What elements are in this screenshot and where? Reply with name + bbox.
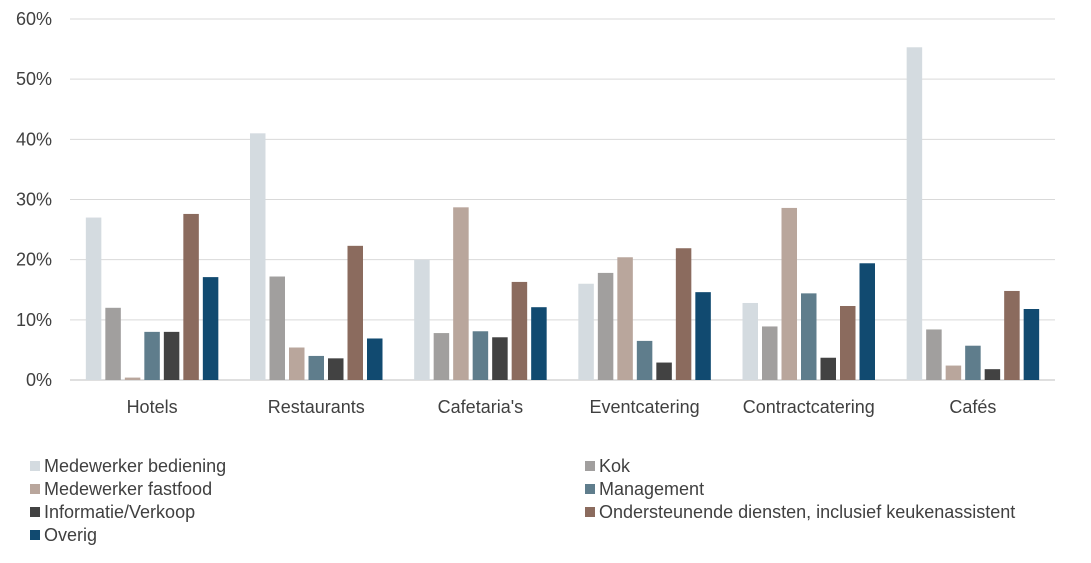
legend-item: Management bbox=[585, 478, 704, 500]
bar bbox=[859, 263, 875, 380]
bar bbox=[163, 331, 180, 380]
bar bbox=[308, 355, 324, 380]
legend-item: Medewerker fastfood bbox=[30, 478, 212, 500]
bar bbox=[85, 217, 102, 380]
bar-chart: 0% 10% 20% 30% 40% 50% 60% Hotels Restaurants Caf… bbox=[16, 9, 1055, 417]
legend-item: Overig bbox=[30, 524, 97, 546]
legend-swatch bbox=[585, 507, 595, 517]
bar bbox=[289, 347, 305, 380]
bar bbox=[597, 272, 614, 380]
bar bbox=[1023, 309, 1040, 380]
legend-item: Ondersteunende diensten, inclusief keuke… bbox=[585, 501, 1015, 523]
legend-swatch bbox=[585, 484, 595, 494]
bar bbox=[840, 305, 856, 380]
legend-item: Kok bbox=[585, 455, 630, 477]
legend-label: Overig bbox=[44, 524, 98, 545]
bar bbox=[269, 276, 285, 380]
bar bbox=[453, 207, 469, 380]
bar bbox=[472, 331, 489, 380]
bar bbox=[762, 326, 778, 380]
bar bbox=[617, 257, 633, 380]
legend-label: Medewerker fastfood bbox=[44, 478, 213, 499]
bar bbox=[945, 365, 962, 380]
y-tick-label: 20% bbox=[16, 250, 52, 270]
bar bbox=[695, 292, 711, 380]
y-tick-label: 50% bbox=[16, 69, 52, 89]
bar bbox=[433, 333, 450, 380]
bar bbox=[742, 302, 758, 380]
y-tick-label: 30% bbox=[16, 190, 52, 210]
bar bbox=[656, 362, 672, 380]
legend-label: Informatie/Verkoop bbox=[44, 501, 196, 522]
bar bbox=[511, 281, 528, 380]
bar bbox=[367, 338, 383, 380]
bar bbox=[984, 369, 1001, 380]
y-tick-label: 60% bbox=[16, 9, 52, 29]
x-tick-label: Eventcatering bbox=[590, 397, 700, 417]
legend-item: Informatie/Verkoop bbox=[30, 501, 195, 523]
bar bbox=[636, 340, 653, 380]
bar bbox=[144, 331, 160, 380]
bar bbox=[675, 248, 692, 380]
y-tick-label: 40% bbox=[16, 129, 52, 149]
bar bbox=[347, 245, 363, 380]
y-tick-label: 0% bbox=[26, 370, 52, 390]
bar bbox=[414, 259, 430, 380]
legend-swatch bbox=[30, 484, 40, 494]
bar bbox=[965, 345, 981, 380]
bar bbox=[328, 358, 344, 380]
x-tick-label: Hotels bbox=[127, 397, 178, 417]
bar bbox=[105, 307, 121, 380]
bar bbox=[781, 207, 797, 380]
legend-item: Medewerker bediening bbox=[30, 455, 226, 477]
bar bbox=[124, 377, 141, 380]
legend-label: Medewerker bediening bbox=[44, 455, 227, 476]
bar bbox=[250, 133, 266, 380]
x-tick-label: Cafés bbox=[949, 397, 996, 417]
bar bbox=[926, 329, 942, 380]
legend: Medewerker bediening Kok Medewerker fastfo… bbox=[30, 455, 1090, 563]
legend-label: Management bbox=[599, 478, 705, 499]
legend-swatch bbox=[30, 530, 40, 540]
x-tick-label: Restaurants bbox=[268, 397, 365, 417]
y-tick-label: 10% bbox=[16, 310, 52, 330]
bar bbox=[578, 283, 594, 380]
legend-swatch bbox=[30, 507, 40, 517]
bar bbox=[531, 307, 547, 380]
bar bbox=[183, 213, 199, 380]
x-tick-label: Contractcatering bbox=[743, 397, 875, 417]
legend-swatch bbox=[30, 461, 40, 471]
bar bbox=[202, 277, 219, 380]
x-tick-label: Cafetaria's bbox=[438, 397, 523, 417]
legend-label: Ondersteunende diensten, inclusief keuke… bbox=[599, 501, 1016, 522]
bar bbox=[801, 293, 817, 380]
legend-label: Kok bbox=[599, 455, 631, 476]
bar bbox=[492, 337, 508, 380]
legend-swatch bbox=[585, 461, 595, 471]
bar bbox=[906, 47, 923, 381]
bar bbox=[820, 357, 836, 380]
bar bbox=[1004, 290, 1020, 380]
